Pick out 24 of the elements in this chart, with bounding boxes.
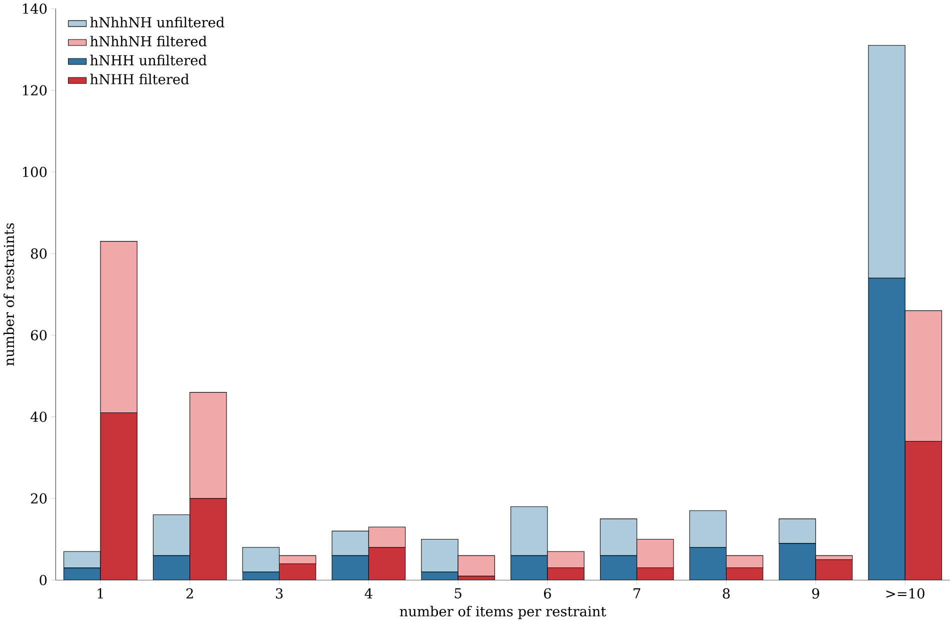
y-tick-label: 40: [30, 412, 47, 422]
legend-label: hNhhNH filtered: [90, 36, 207, 47]
x-tick-label: 5: [454, 588, 462, 599]
y-tick-label: 0: [40, 575, 47, 586]
x-tick-label: 9: [812, 588, 820, 599]
y-tick-label: 120: [23, 85, 47, 96]
x-tick-label: 3: [276, 588, 283, 599]
y-axis-title: number of restraints: [4, 223, 14, 366]
x-tick-label: 7: [634, 588, 640, 598]
legend-label: hNhhNH unfiltered: [90, 17, 224, 28]
y-tick-label: 140: [23, 4, 47, 14]
legend-label: hNHH filtered: [90, 74, 189, 85]
y-tick-label: 60: [30, 330, 47, 341]
x-tick-label: 4: [364, 588, 372, 599]
y-tick-label: 80: [30, 248, 47, 259]
x-tick-label: >=10: [886, 588, 924, 599]
x-tick-label: 1: [98, 588, 103, 599]
legend-label: hNHH unfiltered: [90, 54, 207, 66]
x-tick-label: 6: [544, 588, 551, 599]
x-axis-title: number of items per restraint: [400, 606, 606, 620]
y-tick-label: 100: [23, 166, 47, 178]
x-tick-label: 2: [186, 588, 193, 599]
y-tick-label: 20: [31, 493, 47, 504]
x-tick-label: 8: [722, 588, 730, 599]
